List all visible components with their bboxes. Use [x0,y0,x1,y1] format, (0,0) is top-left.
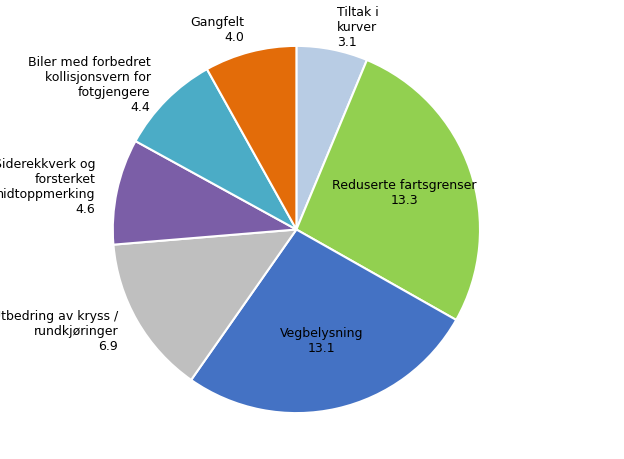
Text: Biler med forbedret
kollisjonsvern for
fotgjengere
4.4: Biler med forbedret kollisjonsvern for f… [28,56,150,113]
Text: Tiltak i
kurver
3.1: Tiltak i kurver 3.1 [337,6,378,50]
Wedge shape [207,46,296,230]
Wedge shape [135,69,296,230]
Text: Reduserte fartsgrenser
13.3: Reduserte fartsgrenser 13.3 [332,179,476,207]
Wedge shape [191,230,456,413]
Wedge shape [296,60,480,320]
Wedge shape [296,46,367,230]
Text: Gangfelt
4.0: Gangfelt 4.0 [191,17,245,45]
Wedge shape [114,230,296,380]
Wedge shape [113,141,296,245]
Text: Vegbelysning
13.1: Vegbelysning 13.1 [280,326,363,354]
Text: Siderekkverk og
forsterket
midtoppmerking
4.6: Siderekkverk og forsterket midtoppmerkin… [0,157,95,216]
Text: Utbedring av kryss /
rundkjøringer
6.9: Utbedring av kryss / rundkjøringer 6.9 [0,310,118,353]
